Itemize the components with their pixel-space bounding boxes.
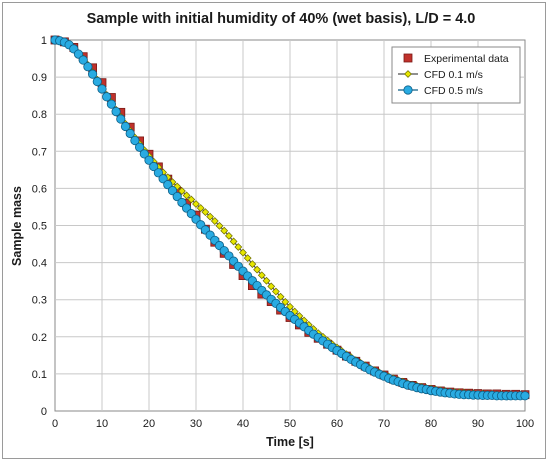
- x-tick-label: 60: [331, 418, 343, 430]
- x-tick-label: 0: [52, 418, 58, 430]
- y-axis-ticks: 0 0.1 0.2 0.3 0.4 0.5 0.6 0.7 0.8 0.9 1: [32, 35, 47, 418]
- legend-label-experimental-data: Experimental data: [424, 53, 509, 65]
- x-tick-label: 80: [425, 418, 437, 430]
- data-point-cfd-0-5-m-s: [97, 84, 107, 94]
- legend-marker-cfd-0-5-m-s: [403, 85, 413, 95]
- y-tick-label: 0.4: [32, 258, 47, 270]
- data-point-cfd-0-1-m-s: [220, 226, 229, 235]
- y-tick-label: 0.1: [32, 369, 47, 381]
- legend-label-cfd-0-1-m-s: CFD 0.1 m/s: [424, 69, 483, 81]
- y-tick-label: 0.3: [32, 295, 47, 307]
- data-point-cfd-0-1-m-s: [239, 248, 247, 257]
- data-point-cfd-0-1-m-s: [182, 191, 191, 200]
- data-point-cfd-0-1-m-s: [192, 200, 200, 208]
- data-point-cfd-0-5-m-s: [163, 180, 173, 190]
- data-point-cfd-0-5-m-s: [111, 107, 121, 117]
- data-point-cfd-0-5-m-s: [125, 128, 135, 139]
- y-tick-label: 1: [41, 35, 47, 47]
- data-point-cfd-0-5-m-s: [106, 99, 117, 109]
- data-point-cfd-0-5-m-s: [149, 161, 159, 172]
- legend-box: [391, 46, 521, 104]
- data-point-cfd-0-5-m-s: [73, 49, 84, 59]
- y-tick-label: 0: [41, 406, 47, 418]
- data-point-cfd-0-1-m-s: [243, 254, 252, 263]
- data-point-cfd-0-1-m-s: [267, 282, 276, 291]
- y-tick-label: 0.9: [32, 72, 47, 84]
- data-point-cfd-0-1-m-s: [215, 221, 224, 230]
- y-tick-label: 0.5: [32, 221, 47, 233]
- x-tick-label: 70: [378, 418, 390, 430]
- x-tick-label: 100: [516, 418, 534, 430]
- data-point-cfd-0-1-m-s: [206, 212, 214, 221]
- legend-marker-experimental-data: [403, 53, 413, 63]
- y-axis-label: Sample mass: [10, 186, 24, 266]
- x-tick-label: 50: [284, 418, 296, 430]
- data-point-cfd-0-1-m-s: [225, 231, 233, 240]
- data-point-cfd-0-1-m-s: [276, 292, 285, 301]
- data-point-cfd-0-5-m-s: [130, 135, 140, 146]
- data-point-cfd-0-1-m-s: [253, 265, 261, 274]
- data-point-cfd-0-5-m-s: [78, 55, 88, 65]
- data-point-cfd-0-1-m-s: [262, 276, 271, 285]
- data-point-cfd-0-1-m-s: [257, 271, 266, 280]
- x-axis-label: Time [s]: [266, 435, 314, 449]
- y-tick-label: 0.7: [32, 146, 47, 158]
- data-point-cfd-0-5-m-s: [88, 69, 98, 79]
- x-tick-label: 10: [96, 418, 108, 430]
- x-tick-label: 20: [143, 418, 155, 430]
- data-point-cfd-0-1-m-s: [210, 217, 219, 225]
- data-point-cfd-0-5-m-s: [153, 168, 163, 178]
- data-point-cfd-0-1-m-s: [234, 243, 243, 251]
- x-tick-label: 90: [472, 418, 484, 430]
- legend-marker-cfd-0-1-m-s: [404, 70, 412, 78]
- data-point-cfd-0-1-m-s: [281, 298, 290, 306]
- legend: Experimental data CFD 0.1 m/s CFD 0.5 m/s: [391, 46, 521, 104]
- x-axis-ticks: 0 10 20 30 40 50 60 70 80 90 100: [52, 418, 534, 430]
- x-tick-label: 30: [190, 418, 202, 430]
- data-point-cfd-0-1-m-s: [173, 182, 182, 191]
- data-point-cfd-0-1-m-s: [229, 237, 238, 246]
- data-point-cfd-0-5-m-s: [144, 155, 154, 165]
- data-point-cfd-0-5-m-s: [139, 149, 149, 159]
- data-point-cfd-0-1-m-s: [272, 287, 280, 296]
- y-tick-label: 0.8: [32, 109, 47, 121]
- data-point-cfd-0-1-m-s: [178, 187, 186, 195]
- data-point-cfd-0-1-m-s: [196, 204, 205, 212]
- data-point-cfd-0-5-m-s: [92, 76, 102, 87]
- legend-label-cfd-0-5-m-s: CFD 0.5 m/s: [424, 85, 483, 97]
- data-point-cfd-0-5-m-s: [116, 114, 126, 124]
- data-point-cfd-0-5-m-s: [135, 142, 145, 152]
- data-point-cfd-0-1-m-s: [201, 208, 210, 217]
- gridlines: [55, 40, 525, 411]
- data-point-cfd-0-5-m-s: [158, 174, 168, 184]
- y-tick-label: 0.6: [32, 183, 47, 195]
- data-point-cfd-0-5-m-s: [167, 186, 178, 196]
- series-layer: [50, 35, 530, 401]
- data-point-cfd-0-1-m-s: [248, 260, 257, 268]
- data-point-cfd-0-5-m-s: [102, 92, 112, 102]
- data-point-cfd-0-5-m-s: [520, 391, 530, 401]
- data-point-cfd-0-5-m-s: [172, 191, 182, 202]
- data-point-cfd-0-5-m-s: [120, 121, 131, 132]
- chart-title: Sample with initial humidity of 40% (wet…: [87, 11, 476, 27]
- y-tick-label: 0.2: [32, 332, 47, 344]
- x-tick-label: 40: [237, 418, 249, 430]
- data-point-cfd-0-5-m-s: [83, 62, 93, 72]
- data-point-cfd-0-1-m-s: [187, 195, 196, 204]
- series-cfd-0-5-m-s: [50, 35, 530, 401]
